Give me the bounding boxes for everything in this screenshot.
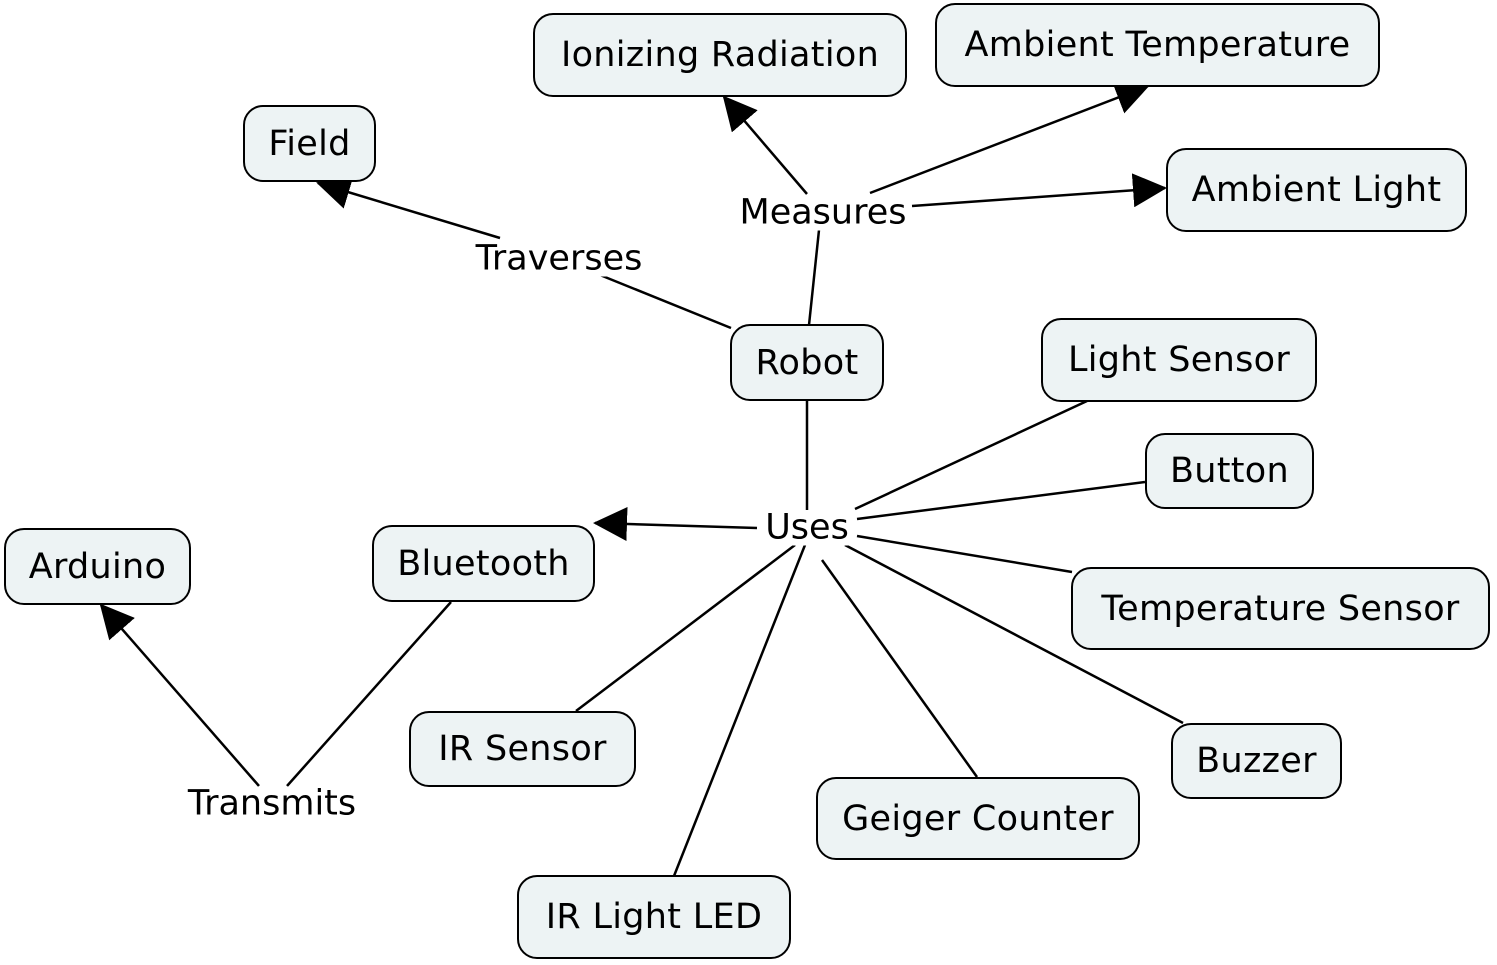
link-uses: Uses [763,507,851,548]
connector-uses-button [856,480,1146,521]
connector-uses-ir-light-led [672,544,807,877]
concept-light-sensor[interactable]: Light Sensor [1041,318,1317,402]
concept-ir-sensor[interactable]: IR Sensor [409,711,636,787]
concept-bluetooth[interactable]: Bluetooth [372,525,595,602]
connector-uses-temperature-sensor [856,534,1073,574]
connector-measures-ambient-light [911,173,1167,208]
connector-measures-ionizing-radiation [722,95,808,195]
concept-robot[interactable]: Robot [730,324,884,401]
connector-transmits-arduino [99,603,260,787]
connector-measures-ambient-temperature [869,81,1150,195]
concept-ionizing-radiation[interactable]: Ionizing Radiation [533,13,907,97]
concept-field[interactable]: Field [243,105,376,182]
connector-robot-measures [807,229,821,326]
connector-uses-geiger-counter [820,559,979,778]
link-transmits: Transmits [185,783,359,824]
concept-ambient-temperature[interactable]: Ambient Temperature [935,3,1380,87]
link-measures: Measures [737,192,909,233]
link-traverses: Traverses [473,238,645,279]
concept-ambient-light[interactable]: Ambient Light [1166,148,1467,232]
concept-buzzer[interactable]: Buzzer [1171,723,1342,799]
concept-geiger-counter[interactable]: Geiger Counter [816,777,1140,860]
connector-uses-light-sensor [854,399,1088,511]
concept-temperature-sensor[interactable]: Temperature Sensor [1071,567,1490,650]
connector-bluetooth-transmits [286,601,452,787]
concept-arduino[interactable]: Arduino [4,528,191,605]
concept-ir-light-led[interactable]: IR Light LED [517,875,791,959]
connector-uses-buzzer [844,543,1184,725]
connector-traverses-field [316,175,501,240]
connector-uses-bluetooth [593,506,758,541]
connector-robot-traverses [599,273,732,330]
concept-button[interactable]: Button [1145,433,1314,509]
connector-uses-ir-sensor [575,544,796,712]
